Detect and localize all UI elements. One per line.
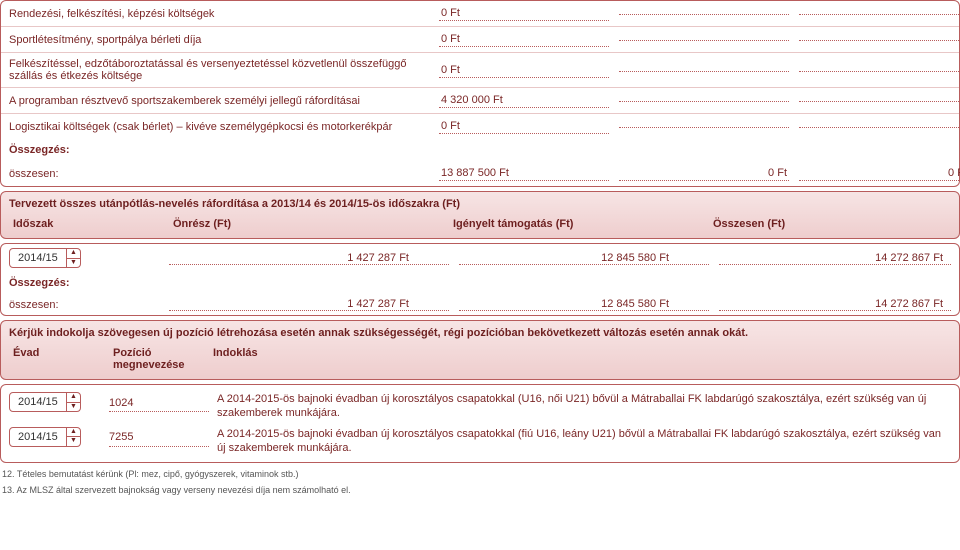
table-row: A programban résztvevő sportszakemberek … — [1, 87, 959, 113]
summary-own: 1 427 287 Ft — [169, 298, 449, 311]
justification-header: Kérjük indokolja szövegesen új pozíció l… — [0, 320, 960, 380]
expense-value-blank — [619, 125, 789, 128]
header-reason: Indoklás — [213, 347, 947, 371]
justification-title: Kérjük indokolja szövegesen új pozíció l… — [9, 327, 951, 339]
expense-value-blank — [799, 38, 960, 41]
footnote-12: 12. Tételes bemutatást kérünk (Pl: mez, … — [2, 469, 958, 479]
header-year: Évad — [13, 347, 113, 371]
chevron-down-icon[interactable]: ▼ — [67, 403, 80, 412]
summary-title: Összegzés: — [1, 272, 959, 294]
year-value: 2014/15 — [10, 393, 66, 411]
footnote-13: 13. Az MLSZ által szervezett bajnokság v… — [2, 485, 958, 495]
header-requested: Igényelt támogatás (Ft) — [453, 218, 713, 230]
table-row: 2014/15 ▲ ▼ 7255 A 2014-2015-ös bajnoki … — [1, 424, 959, 459]
expense-value-blank — [619, 69, 789, 72]
period-stepper[interactable]: 2014/15 ▲ ▼ — [9, 248, 81, 268]
expense-value: 0 Ft — [439, 119, 609, 134]
reason-text: A 2014-2015-ös bajnoki évadban új korosz… — [209, 392, 951, 421]
header-period: Időszak — [13, 218, 173, 230]
total-value: 14 272 867 Ft — [719, 252, 951, 265]
table-row: 2014/15 ▲ ▼ 1 427 287 Ft 12 845 580 Ft 1… — [1, 244, 959, 272]
expense-value-blank — [619, 12, 789, 15]
summary-total-label: összesen: — [9, 299, 169, 311]
planned-table: 2014/15 ▲ ▼ 1 427 287 Ft 12 845 580 Ft 1… — [0, 243, 960, 316]
chevron-up-icon[interactable]: ▲ — [67, 249, 80, 259]
summary-title: Összegzés: — [1, 139, 959, 161]
justification-table: 2014/15 ▲ ▼ 1024 A 2014-2015-ös bajnoki … — [0, 384, 960, 463]
section-title: Tervezett összes utánpótlás-nevelés ráfo… — [9, 198, 951, 210]
position-value: 1024 — [109, 394, 209, 412]
position-value: 7255 — [109, 429, 209, 447]
header-position: Pozíció megnevezése — [113, 347, 213, 371]
year-stepper[interactable]: 2014/15 ▲ ▼ — [9, 392, 81, 412]
expense-table: Rendezési, felkészítési, képzési költség… — [0, 0, 960, 187]
expense-value: 0 Ft — [439, 6, 609, 21]
expense-value-blank — [799, 125, 960, 128]
table-row: Logisztikai költségek (csak bérlet) – ki… — [1, 113, 959, 139]
chevron-down-icon[interactable]: ▼ — [67, 437, 80, 446]
year-value: 2014/15 — [10, 428, 66, 446]
expense-label: Felkészítéssel, edzőtáboroztatással és v… — [9, 58, 439, 82]
expense-label: Logisztikai költségek (csak bérlet) – ki… — [9, 121, 439, 133]
expense-value-blank — [799, 99, 960, 102]
expense-value-blank — [619, 99, 789, 102]
reason-text: A 2014-2015-ös bajnoki évadban új korosz… — [209, 427, 951, 456]
summary-row: összesen: 1 427 287 Ft 12 845 580 Ft 14 … — [1, 294, 959, 315]
expense-value-blank — [619, 38, 789, 41]
expense-label: Rendezési, felkészítési, képzési költség… — [9, 8, 439, 20]
expense-value: 0 Ft — [439, 63, 609, 78]
column-headers: Időszak Önrész (Ft) Igényelt támogatás (… — [9, 216, 951, 232]
table-row: Rendezési, felkészítési, képzési költség… — [1, 1, 959, 26]
chevron-up-icon[interactable]: ▲ — [67, 393, 80, 403]
summary-value: 13 887 500 Ft — [439, 166, 609, 181]
expense-value-blank — [799, 69, 960, 72]
expense-label: A programban résztvevő sportszakemberek … — [9, 95, 439, 107]
header-total: Összesen (Ft) — [713, 218, 947, 230]
own-value: 1 427 287 Ft — [169, 252, 449, 265]
year-stepper[interactable]: 2014/15 ▲ ▼ — [9, 427, 81, 447]
summary-value: 0 Ft — [799, 166, 960, 181]
summary-total-label: összesen: — [9, 168, 439, 180]
chevron-down-icon[interactable]: ▼ — [67, 259, 80, 268]
chevron-up-icon[interactable]: ▲ — [67, 428, 80, 438]
table-row: 2014/15 ▲ ▼ 1024 A 2014-2015-ös bajnoki … — [1, 389, 959, 424]
table-row: Sportlétesítmény, sportpálya bérleti díj… — [1, 26, 959, 52]
expense-value-blank — [799, 12, 960, 15]
section-planned-header: Tervezett összes utánpótlás-nevelés ráfo… — [0, 191, 960, 239]
column-headers: Évad Pozíció megnevezése Indoklás — [9, 345, 951, 373]
period-value: 2014/15 — [10, 249, 66, 267]
summary-requested: 12 845 580 Ft — [459, 298, 709, 311]
requested-value: 12 845 580 Ft — [459, 252, 709, 265]
summary-total: 14 272 867 Ft — [719, 298, 951, 311]
summary-value: 0 Ft — [619, 166, 789, 181]
table-row: Felkészítéssel, edzőtáboroztatással és v… — [1, 52, 959, 87]
expense-value: 4 320 000 Ft — [439, 93, 609, 108]
summary-row: összesen: 13 887 500 Ft 0 Ft 0 Ft — [1, 161, 959, 186]
expense-value: 0 Ft — [439, 32, 609, 47]
expense-label: Sportlétesítmény, sportpálya bérleti díj… — [9, 34, 439, 46]
header-own: Önrész (Ft) — [173, 218, 453, 230]
